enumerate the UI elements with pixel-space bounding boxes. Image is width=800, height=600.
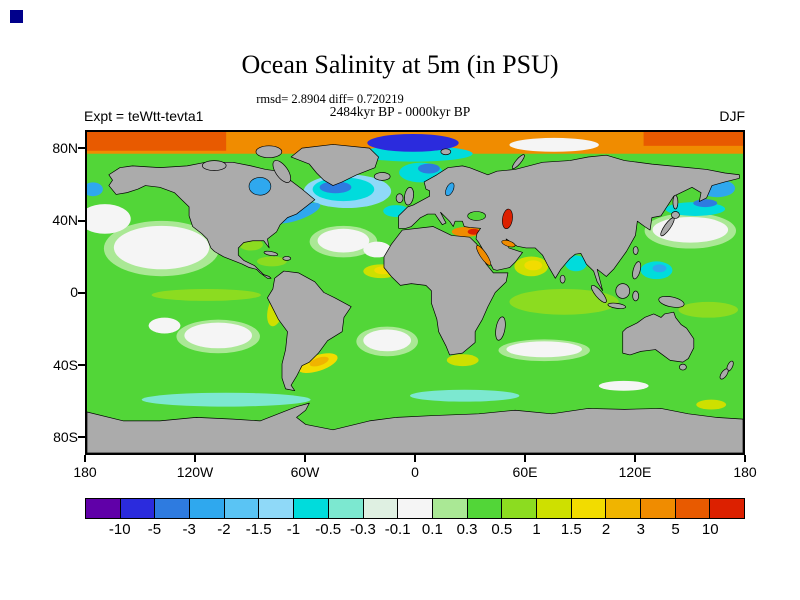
colorbar-tick-label: 0.1 (421, 521, 443, 538)
colorbar-cell (190, 499, 225, 518)
baltic-sea (445, 182, 455, 197)
colorbar-cell (571, 499, 607, 518)
colorbar-cell (294, 499, 329, 518)
colorbar-cell (502, 499, 537, 518)
lon-label-60w: 60W (290, 464, 320, 480)
black-sea (467, 211, 486, 221)
inland-seas (248, 177, 516, 266)
lon-label-60e: 60E (512, 464, 538, 480)
hudson-bay (248, 177, 272, 196)
caspian-sea (502, 208, 513, 230)
lat-tick (78, 436, 85, 438)
lon-tick (744, 455, 746, 462)
colorbar (85, 498, 745, 519)
lon-label-120e: 120E (618, 464, 652, 480)
map-frame (85, 130, 745, 455)
colorbar-tick-label: -5 (147, 521, 162, 538)
red-sea (476, 245, 492, 266)
corner-logo-mark (10, 10, 23, 23)
colorbar-tick-label: -10 (108, 521, 131, 538)
lon-tick (524, 455, 526, 462)
lat-label-80s: 80S (53, 429, 78, 445)
colorbar-tick-label: -2 (217, 521, 231, 538)
lon-label-0: 0 (411, 464, 419, 480)
colorbar-cell (155, 499, 191, 518)
lon-tick (84, 455, 86, 462)
colorbar-cell (86, 499, 121, 518)
lat-tick (78, 147, 85, 149)
colorbar-tick-label: -1.5 (245, 521, 272, 538)
colorbar-cell (536, 499, 572, 518)
lat-label-40s: 40S (53, 357, 78, 373)
colorbar-tick-label: 5 (671, 521, 680, 538)
lon-tick (414, 455, 416, 462)
colorbar-tick-label: 10 (701, 521, 719, 538)
colorbar-tick-label: -3 (182, 521, 196, 538)
colorbar-tick-label: 1 (532, 521, 541, 538)
colorbar-cell (259, 499, 295, 518)
colorbar-cell (641, 499, 676, 518)
lon-label-180w: 180 (73, 464, 97, 480)
persian-gulf (501, 239, 516, 248)
colorbar-tick-label: -0.3 (349, 521, 376, 538)
lat-tick (78, 292, 85, 294)
colorbar-cell (710, 499, 745, 518)
colorbar-tick-label: 0.5 (491, 521, 513, 538)
season-label: DJF (719, 108, 745, 124)
corner-logo-square (10, 10, 23, 23)
lat-label-40n: 40N (52, 212, 78, 228)
lat-tick (78, 220, 85, 222)
colorbar-cell (675, 499, 711, 518)
continents (87, 144, 743, 453)
colorbar-tick-label: 1.5 (560, 521, 582, 538)
period-subtitle: 2484kyr BP - 0000kyr BP (329, 104, 471, 119)
colorbar-cell (398, 499, 433, 518)
lon-label-120w: 120W (176, 464, 214, 480)
lat-label-80n: 80N (52, 140, 78, 156)
colorbar-labels: -10 -5 -3 -2 -1.5 -1 -0.5 -0.3 -0.1 0.1 0.3 0.5 1 1.5… (85, 521, 745, 539)
lat-label-eq: 0 (70, 284, 78, 300)
colorbar-cell (606, 499, 641, 518)
experiment-label: Expt = teWtt-tevta1 (84, 108, 204, 124)
lat-tick (78, 364, 85, 366)
colorbar-cell (432, 499, 468, 518)
colorbar-cell (224, 499, 260, 518)
colorbar-cell (120, 499, 156, 518)
colorbar-tick-label: 0.3 (456, 521, 478, 538)
colorbar-cell (363, 499, 399, 518)
colorbar-tick-label: -0.5 (315, 521, 342, 538)
colorbar-tick-label: -0.1 (384, 521, 411, 538)
colorbar-cell (467, 499, 503, 518)
world-map (87, 132, 743, 453)
lon-tick (194, 455, 196, 462)
stats-subtitle: rmsd= 2.8904 diff= 0.720219 (256, 92, 404, 106)
colorbar-tick-label: 2 (601, 521, 611, 538)
lon-tick (634, 455, 636, 462)
plot-title: Ocean Salinity at 5m (in PSU) (241, 50, 559, 79)
colorbar-cell (328, 499, 364, 518)
colorbar-tick-label: -1 (286, 521, 301, 538)
colorbar-tick-label: 3 (636, 521, 645, 538)
lon-label-180e: 180 (733, 464, 757, 480)
lon-tick (304, 455, 306, 462)
